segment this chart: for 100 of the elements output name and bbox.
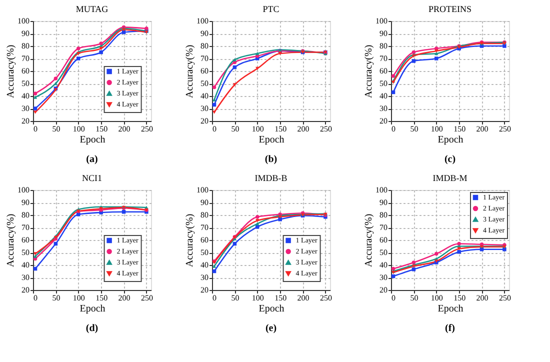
- x-tick-label: 150: [274, 124, 287, 134]
- y-tick-label: 30: [22, 273, 30, 282]
- y-tick-label: 90: [200, 198, 208, 207]
- y-tick-label: 90: [22, 198, 30, 207]
- y-tick-label: 20: [22, 286, 30, 294]
- y-tick-label: 50: [200, 248, 208, 257]
- y-tick-label: 20: [200, 286, 208, 294]
- y-tick-label: 50: [380, 79, 388, 88]
- y-tick-label: 30: [380, 104, 388, 113]
- x-tick-label: 0: [392, 124, 396, 134]
- y-axis-title: Accuracy(%): [184, 214, 196, 268]
- text: (c): [444, 154, 456, 165]
- chart-title: PROTEINS: [428, 4, 472, 14]
- chart-title: NCI1: [82, 173, 102, 183]
- y-tick-label: 20: [380, 286, 388, 294]
- y-axis-title: Accuracy(%): [6, 214, 16, 268]
- x-axis-title: Epoch: [438, 304, 464, 314]
- y-axis-title: Accuracy(%): [364, 44, 374, 98]
- chart-title: MUTAG: [76, 4, 109, 14]
- x-tick-label: 150: [96, 124, 108, 134]
- y-axis-title: Accuracy(%): [184, 44, 196, 98]
- x-tick-label: 250: [320, 294, 332, 302]
- y-tick-label: 60: [380, 236, 388, 244]
- y-tick-label: 30: [22, 104, 30, 113]
- y-tick-label: 20: [200, 116, 208, 126]
- x-tick-label: 150: [454, 294, 466, 302]
- y-tick-label: 50: [22, 79, 30, 88]
- x-tick-label: 100: [430, 124, 443, 134]
- x-tick-label: 0: [212, 294, 216, 302]
- y-tick-label: 30: [200, 273, 208, 282]
- x-tick-label: 100: [252, 124, 264, 134]
- x-tick-label: 50: [410, 294, 418, 302]
- y-tick-label: 40: [200, 92, 208, 100]
- x-tick-label: 250: [498, 124, 511, 134]
- y-tick-label: 70: [380, 223, 388, 232]
- y-tick-label: 70: [200, 223, 208, 232]
- x-tick-label: 50: [52, 124, 60, 134]
- y-tick-label: 100: [18, 186, 30, 194]
- x-tick-label: 50: [52, 294, 60, 302]
- y-tick-label: 40: [380, 92, 388, 100]
- x-tick-label: 250: [320, 124, 332, 134]
- y-tick-label: 80: [22, 42, 30, 50]
- y-tick-label: 90: [22, 29, 30, 38]
- y-axis-title: Accuracy(%): [364, 214, 374, 268]
- y-tick-label: 20: [22, 116, 30, 126]
- x-tick-label: 200: [297, 124, 310, 134]
- chart-title: PTC: [262, 4, 280, 14]
- y-tick-label: 70: [200, 54, 208, 63]
- y-axis-title: Accuracy(%): [6, 44, 16, 98]
- y-tick-label: 70: [22, 223, 30, 232]
- y-tick-label: 20: [380, 116, 388, 126]
- chart-title: IMDB-B: [254, 173, 288, 183]
- y-tick-label: 100: [196, 186, 208, 194]
- text: (f): [445, 323, 455, 334]
- y-tick-label: 70: [22, 54, 30, 63]
- x-tick-label: 0: [212, 124, 216, 134]
- chart-title: IMDB-M: [432, 173, 468, 183]
- x-axis-title: Epoch: [438, 134, 464, 146]
- y-tick-label: 80: [200, 42, 208, 50]
- y-tick-label: 30: [380, 273, 388, 282]
- y-tick-label: 90: [380, 29, 388, 38]
- y-tick-label: 100: [376, 186, 388, 194]
- x-tick-label: 0: [34, 124, 38, 134]
- x-tick-label: 200: [476, 294, 488, 302]
- x-tick-label: 200: [476, 124, 488, 134]
- y-tick-label: 60: [22, 66, 30, 76]
- x-axis-title: Epoch: [258, 304, 284, 314]
- y-tick-label: 40: [22, 92, 30, 100]
- x-tick-label: 50: [231, 294, 240, 302]
- y-tick-label: 80: [380, 42, 388, 50]
- x-tick-label: 100: [72, 294, 85, 302]
- y-tick-label: 80: [200, 210, 208, 220]
- x-tick-label: 200: [297, 294, 310, 302]
- x-axis-title: Epoch: [80, 304, 106, 314]
- y-tick-label: 90: [380, 198, 388, 207]
- x-tick-label: 150: [274, 294, 287, 302]
- x-tick-label: 50: [231, 124, 240, 134]
- x-axis-title: Epoch: [258, 134, 284, 146]
- x-tick-label: 100: [72, 124, 85, 134]
- y-tick-label: 60: [200, 66, 208, 76]
- text: (e): [265, 323, 277, 334]
- x-tick-label: 0: [34, 294, 38, 302]
- x-tick-label: 200: [118, 124, 130, 134]
- y-tick-label: 80: [22, 210, 30, 220]
- text: (b): [264, 154, 278, 165]
- x-tick-label: 250: [140, 124, 153, 134]
- y-tick-label: 50: [200, 79, 208, 88]
- x-axis-title: Epoch: [80, 134, 106, 146]
- y-tick-label: 30: [200, 104, 208, 113]
- y-tick-label: 40: [380, 260, 388, 270]
- text: (d): [86, 323, 98, 334]
- y-tick-label: 60: [22, 236, 30, 244]
- x-tick-label: 250: [498, 294, 511, 302]
- x-tick-label: 100: [252, 294, 264, 302]
- y-tick-label: 100: [376, 16, 388, 26]
- y-tick-label: 100: [196, 16, 208, 26]
- y-tick-label: 70: [380, 54, 388, 63]
- y-tick-label: 50: [380, 248, 388, 257]
- y-tick-label: 100: [18, 16, 30, 26]
- x-tick-label: 0: [392, 294, 396, 302]
